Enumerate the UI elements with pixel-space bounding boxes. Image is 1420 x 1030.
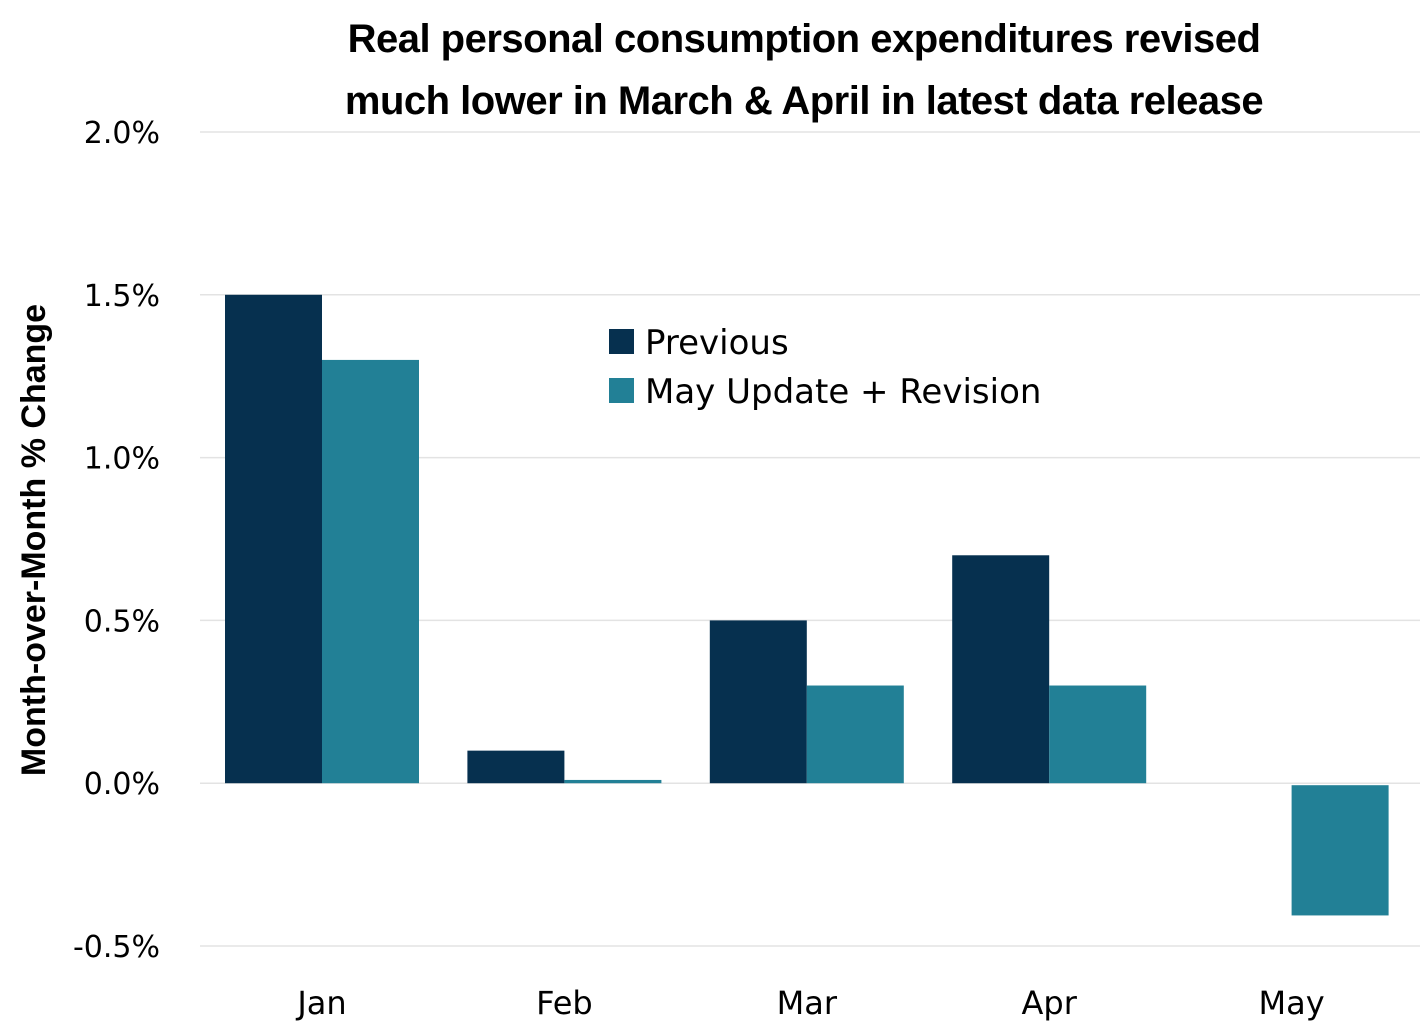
legend-label: Previous [645,323,789,363]
bar-may-update-revision-apr [1049,685,1147,784]
y-tick-label: 2.0% [84,116,160,151]
x-axis-ticks: Jan Feb Mar Apr May [295,984,1324,1022]
legend-swatch [609,329,634,354]
chart-title-line-1: Real personal consumption expenditures r… [347,17,1261,61]
x-tick-label: May [1259,984,1325,1022]
chart-title-line-2: much lower in March & April in latest da… [344,79,1264,123]
legend: Previous May Update + Revision [609,323,1041,412]
bar-previous-mar [709,620,807,784]
y-tick-label: 0.5% [84,604,160,639]
x-tick-label: Mar [777,984,838,1022]
bar-previous-feb [467,750,565,784]
bar-previous-apr [952,555,1050,784]
y-tick-label: 0.0% [84,767,160,802]
bar-may-update-revision-feb [564,779,662,784]
y-tick-label: 1.5% [84,279,160,314]
x-tick-label: Feb [536,984,593,1022]
y-axis-label: Month-over-Month % Change [15,304,53,776]
bar-may-update-revision-may [1291,785,1389,916]
y-tick-label: 1.0% [84,442,160,477]
x-tick-label: Apr [1022,984,1078,1022]
y-tick-label: -0.5% [73,930,160,965]
chart-title: Real personal consumption expenditures r… [200,8,1408,132]
y-axis-ticks: 2.0% 1.5% 1.0% 0.5% 0.0% -0.5% [73,116,160,965]
bar-may-update-revision-mar [806,685,904,784]
bar-previous-jan [225,294,322,784]
bar-may-update-revision-jan [322,359,419,784]
x-tick-label: Jan [295,984,346,1022]
bars [225,294,1389,916]
legend-label: May Update + Revision [645,372,1041,412]
legend-swatch [609,378,634,403]
